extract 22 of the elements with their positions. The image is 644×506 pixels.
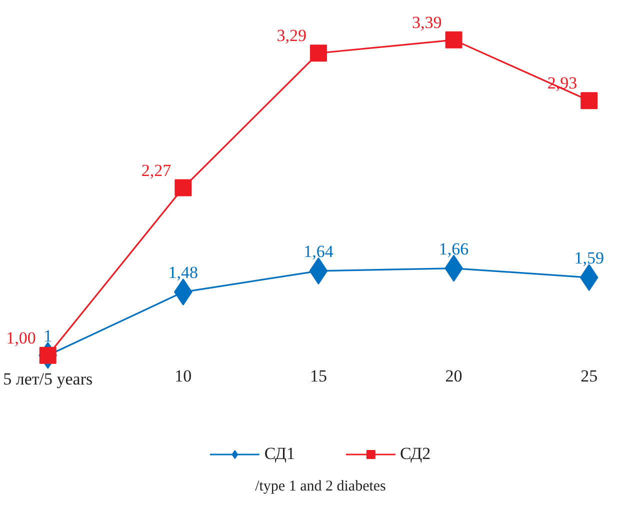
data-label: 1,48 (168, 263, 198, 282)
x-tick-label: 20 (445, 366, 462, 386)
x-tick-label: 15 (310, 366, 327, 386)
point (310, 44, 327, 62)
data-label: 1,59 (574, 248, 604, 268)
x-tick-label: 10 (174, 366, 192, 386)
data-label: 3,29 (276, 26, 306, 46)
legend-label: СД1 (264, 444, 295, 464)
point (580, 92, 598, 110)
data-label: 1,66 (438, 239, 469, 258)
point (174, 179, 192, 196)
data-label: 1,00 (6, 328, 36, 348)
data-label: 1,64 (304, 242, 334, 261)
point (445, 31, 462, 48)
x-tick-label: 5 лет/5 years (3, 369, 93, 388)
data-label: 2,93 (547, 74, 578, 93)
text: /type 1 and 2 diabetes (255, 478, 386, 494)
data-label: 3,39 (412, 12, 442, 32)
data-label: 1 (44, 326, 52, 346)
data-label: 2,27 (141, 160, 172, 180)
x-tick-label: 25 (580, 366, 598, 386)
legend-label: СД2 (400, 444, 431, 464)
